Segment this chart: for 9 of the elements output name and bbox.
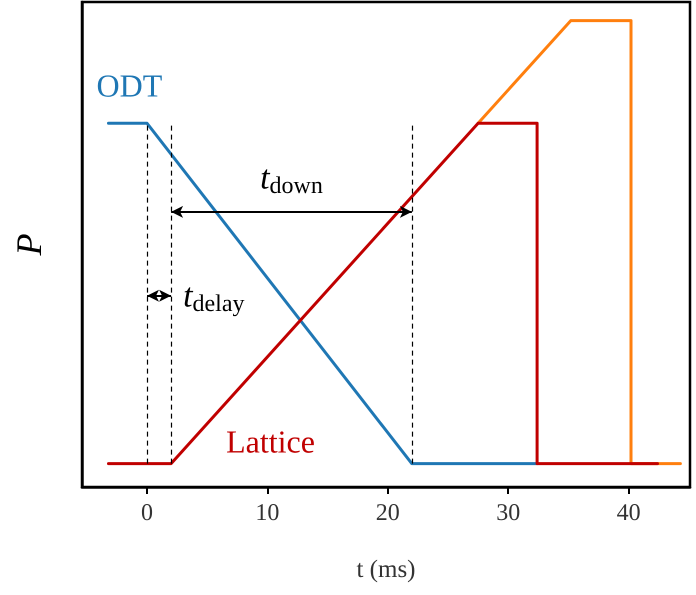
y-axis-title: P (9, 234, 49, 256)
series-label: ODT (96, 67, 163, 104)
x-axis-title: t (ms) (356, 556, 416, 583)
series-label: Lattice (226, 424, 315, 460)
x-tick-label: 0 (141, 500, 154, 526)
x-tick-label: 10 (255, 500, 280, 526)
x-tick-label: 20 (376, 500, 400, 526)
x-tick-label: 40 (616, 500, 641, 526)
x-tick-label: 30 (496, 500, 520, 526)
